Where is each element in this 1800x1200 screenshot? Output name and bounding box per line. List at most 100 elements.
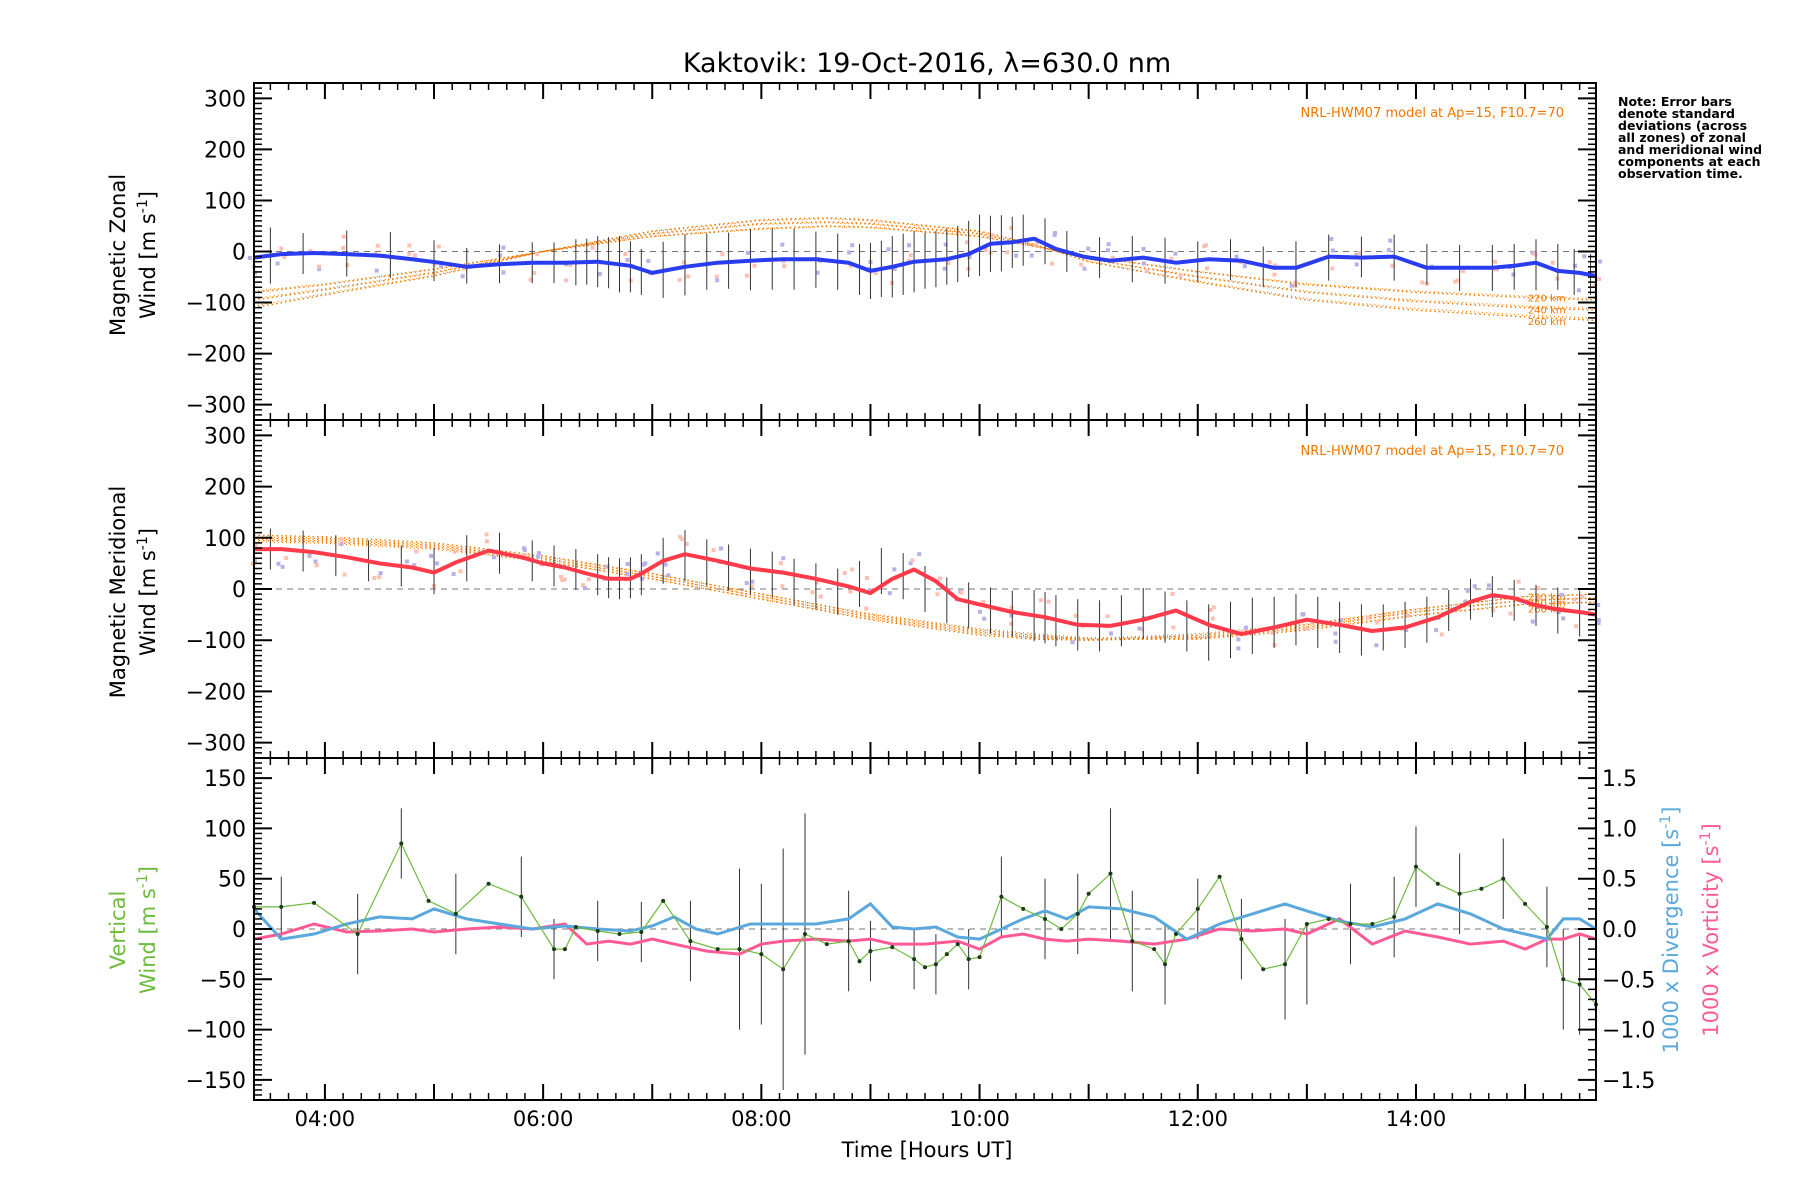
meridional-sample-point [1596, 621, 1601, 626]
zonal-sample-point [906, 258, 911, 263]
zonal-ytick-label: −100 [186, 292, 246, 317]
meridional-ylabel-end: ] [136, 528, 160, 536]
meridional-sample-point [1439, 632, 1444, 637]
vertical-wind-point [1413, 864, 1418, 869]
zonal-ylabel-line2: Wind [m s-1] [135, 191, 160, 319]
meridional-sample-point [581, 583, 586, 588]
divergence-line [252, 901, 1597, 941]
meridional-sample-point [1508, 611, 1513, 616]
zonal-sample-point [886, 247, 891, 252]
vertical-wind-point [688, 939, 693, 944]
meridional-sample-point [750, 579, 755, 584]
meridional-sample-point [1108, 631, 1113, 636]
zonal-sample-point [1052, 231, 1057, 236]
meridional-sample-point [711, 548, 716, 553]
vertical-wind-point [1561, 977, 1566, 982]
vertical-wind-point [1217, 874, 1222, 879]
zonal-sample-point [1592, 283, 1597, 288]
zonal-sample-point [563, 278, 568, 283]
zonal-sample-point [1144, 269, 1149, 274]
meridional-sample-point [679, 537, 684, 542]
meridional-sample-point [1170, 591, 1175, 596]
meridional-sample-point [280, 564, 285, 569]
xtick-label: 12:00 [1167, 1107, 1228, 1131]
meridional-model-curve [253, 536, 1597, 639]
meridional-sample-point [1338, 618, 1343, 623]
zonal-sample-point [1169, 256, 1174, 261]
meridional-sample-point [1596, 617, 1601, 622]
meridional-sample-point [1009, 605, 1014, 610]
vertical-ylabel-sup: -1 [135, 874, 151, 888]
zonal-sample-point [943, 242, 948, 247]
zonal-model-curve [253, 222, 1597, 310]
meridional-sample-point [1208, 607, 1213, 612]
meridional-sample-point [1105, 614, 1110, 619]
zonal-sample-point [646, 259, 651, 264]
meridional-sample-point [307, 553, 312, 558]
zonal-sample-point [946, 261, 951, 266]
zonal-sample-point [964, 240, 969, 245]
vertical-wind-point [1173, 932, 1178, 937]
meridional-sample-point [339, 542, 344, 547]
meridional-sample-point [625, 562, 630, 567]
vertical-ytick-label: 50 [218, 868, 246, 893]
vertical-wind-point [890, 945, 895, 950]
vertical-ytick-label: 0 [232, 918, 246, 943]
zonal-ytick-label: −300 [186, 394, 246, 419]
meridional-sample-point [1472, 584, 1477, 589]
zonal-sample-point [1293, 280, 1298, 285]
meridional-sample-point [1300, 612, 1305, 617]
zonal-sample-point [282, 255, 287, 260]
vertical-ytick-label: −50 [200, 968, 246, 993]
vertical-wind-point [759, 952, 764, 957]
meridional-sample-point [284, 556, 289, 561]
zonal-sample-point [460, 274, 465, 279]
meridional-sample-point [1465, 588, 1470, 593]
vertical-wind-point [661, 898, 666, 903]
meridional-sample-point [1572, 597, 1577, 602]
meridional-sample-point [586, 577, 591, 582]
zonal-sample-point [1034, 242, 1039, 247]
meridional-sample-point [917, 552, 922, 557]
vertical-wind-point [868, 949, 873, 954]
zonal-sample-point [715, 278, 720, 283]
vertical-wind-point [1283, 962, 1288, 967]
zonal-sample-point [1173, 251, 1178, 256]
vertical-wind-point [1021, 906, 1026, 911]
vertical-wind-point [1304, 921, 1309, 926]
meridional-sample-point [372, 575, 377, 580]
zonal-sample-point [439, 263, 444, 268]
vertical-wind-point [966, 957, 971, 962]
meridional-sample-point [977, 609, 982, 614]
vertical-wind-point [846, 939, 851, 944]
meridional-sample-point [1530, 619, 1535, 624]
meridional-sample-point [412, 563, 417, 568]
zonal-sample-point [892, 266, 897, 271]
meridional-sample-point [1365, 615, 1370, 620]
meridional-sample-point [892, 567, 897, 572]
zonal-sample-point [1052, 233, 1057, 238]
vorticity-ylabel-text: 1000 x Vorticity [s-1] [1698, 823, 1723, 1037]
vertical-wind-point [639, 930, 644, 935]
zonal-altitude-label: 220 km [1528, 293, 1566, 304]
zonal-sample-point [1461, 268, 1466, 273]
meridional-ytick-label: −200 [186, 680, 246, 705]
vertical-panel: Vertical Wind [m s-1] 1000 x Divergence … [106, 757, 1723, 1162]
meridional-sample-point [867, 588, 872, 593]
zonal-sample-point [752, 263, 757, 268]
zonal-sample-point [1330, 248, 1335, 253]
zonal-sample-point [623, 251, 628, 256]
zonal-sample-point [1106, 248, 1111, 253]
meridional-sample-point [1009, 621, 1014, 626]
zonal-sample-point [847, 250, 852, 255]
meridional-sample-point [908, 561, 913, 566]
meridional-ylabel-line2: Wind [m s-1] [135, 528, 160, 656]
meridional-model-label: NRL-HWM07 model at Ap=15, F10.7=70 [1301, 444, 1565, 459]
zonal-sample-point [714, 274, 719, 279]
zonal-sample-point [1354, 262, 1359, 267]
vertical-ytick-label: 100 [204, 817, 246, 842]
meridional-sample-point [1070, 640, 1075, 645]
meridional-sample-point [1561, 616, 1566, 621]
vertical-wind-point [1577, 982, 1582, 987]
divergence-ylabel-text: 1000 x Divergence [s-1] [1658, 807, 1683, 1054]
